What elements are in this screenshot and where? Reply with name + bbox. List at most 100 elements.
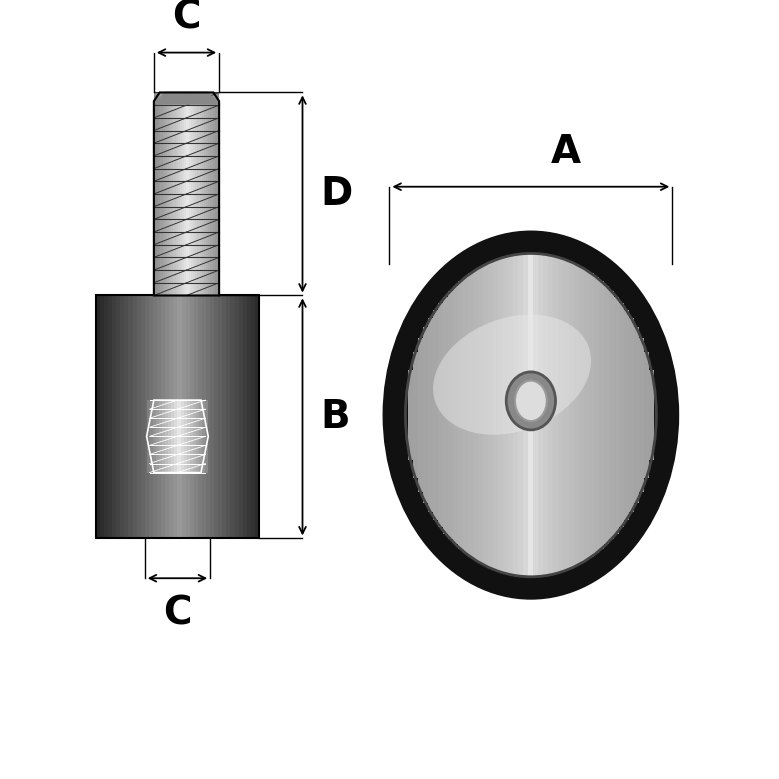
Bar xyxy=(182,295,185,538)
Bar xyxy=(180,93,182,295)
Bar xyxy=(112,295,116,538)
Bar xyxy=(643,352,649,478)
Bar xyxy=(190,400,193,473)
Bar xyxy=(141,295,145,538)
Bar xyxy=(238,295,243,538)
Bar xyxy=(614,297,619,534)
Bar xyxy=(199,400,202,473)
Bar xyxy=(171,93,174,295)
Bar xyxy=(104,295,108,538)
Bar xyxy=(210,295,214,538)
Bar xyxy=(163,93,164,295)
Bar xyxy=(169,295,174,538)
Bar xyxy=(182,93,185,295)
Ellipse shape xyxy=(506,372,555,430)
Bar xyxy=(149,295,153,538)
Bar xyxy=(438,303,443,527)
Bar xyxy=(202,295,206,538)
Bar xyxy=(198,295,202,538)
Bar xyxy=(488,262,493,568)
Bar xyxy=(196,93,197,295)
Bar xyxy=(483,264,488,566)
Bar xyxy=(594,277,598,553)
Bar xyxy=(499,258,503,572)
Bar xyxy=(509,256,513,575)
Bar xyxy=(247,295,251,538)
Bar xyxy=(108,295,112,538)
Bar xyxy=(171,400,174,473)
Bar xyxy=(518,254,523,576)
Bar xyxy=(528,253,534,576)
Bar xyxy=(443,297,448,534)
Bar xyxy=(448,291,453,539)
Bar xyxy=(478,267,483,563)
Bar xyxy=(598,281,604,549)
Bar xyxy=(178,295,182,538)
Ellipse shape xyxy=(390,238,672,593)
Bar xyxy=(559,258,563,572)
Bar xyxy=(132,295,136,538)
Bar xyxy=(538,254,544,576)
Bar xyxy=(418,338,423,492)
Bar xyxy=(145,295,149,538)
Bar xyxy=(548,256,553,575)
Bar xyxy=(185,295,189,538)
Bar xyxy=(206,93,208,295)
Bar xyxy=(553,257,559,573)
Bar xyxy=(583,270,589,560)
Bar xyxy=(154,93,156,295)
Bar xyxy=(158,93,160,295)
Text: B: B xyxy=(321,398,351,436)
Bar xyxy=(569,262,573,568)
Bar xyxy=(227,295,231,538)
Bar xyxy=(544,255,548,576)
Text: C: C xyxy=(172,0,201,37)
Bar xyxy=(624,310,629,520)
Bar xyxy=(157,295,161,538)
Text: A: A xyxy=(552,132,581,171)
Bar xyxy=(194,295,198,538)
Bar xyxy=(184,400,187,473)
Bar xyxy=(186,93,189,295)
Polygon shape xyxy=(154,93,219,104)
Bar xyxy=(156,400,159,473)
Bar xyxy=(193,93,196,295)
Bar xyxy=(428,318,433,512)
Bar xyxy=(167,93,169,295)
Bar xyxy=(243,295,247,538)
Bar xyxy=(129,295,132,538)
Bar xyxy=(165,400,168,473)
Bar xyxy=(196,400,199,473)
Bar xyxy=(619,303,624,527)
Bar xyxy=(513,255,518,576)
Bar xyxy=(96,295,259,538)
Text: D: D xyxy=(321,175,353,213)
Bar xyxy=(604,286,608,545)
Text: C: C xyxy=(163,594,192,633)
Bar xyxy=(181,400,184,473)
Bar xyxy=(649,370,654,460)
Bar xyxy=(255,295,259,538)
Bar xyxy=(178,93,180,295)
Ellipse shape xyxy=(433,315,591,435)
Bar xyxy=(563,260,569,570)
Bar xyxy=(458,281,464,549)
Bar xyxy=(205,400,208,473)
Bar xyxy=(162,400,165,473)
Bar xyxy=(174,400,178,473)
Bar xyxy=(169,93,171,295)
Bar xyxy=(218,295,222,538)
Bar xyxy=(120,295,125,538)
Bar xyxy=(202,93,204,295)
Bar xyxy=(473,270,478,560)
Bar xyxy=(191,93,193,295)
Bar xyxy=(156,93,158,295)
Bar xyxy=(153,400,156,473)
Bar xyxy=(408,370,413,460)
Bar xyxy=(125,295,129,538)
Bar xyxy=(234,295,238,538)
Bar xyxy=(589,273,594,557)
Bar xyxy=(146,400,150,473)
Bar xyxy=(579,267,583,563)
Bar xyxy=(164,93,167,295)
